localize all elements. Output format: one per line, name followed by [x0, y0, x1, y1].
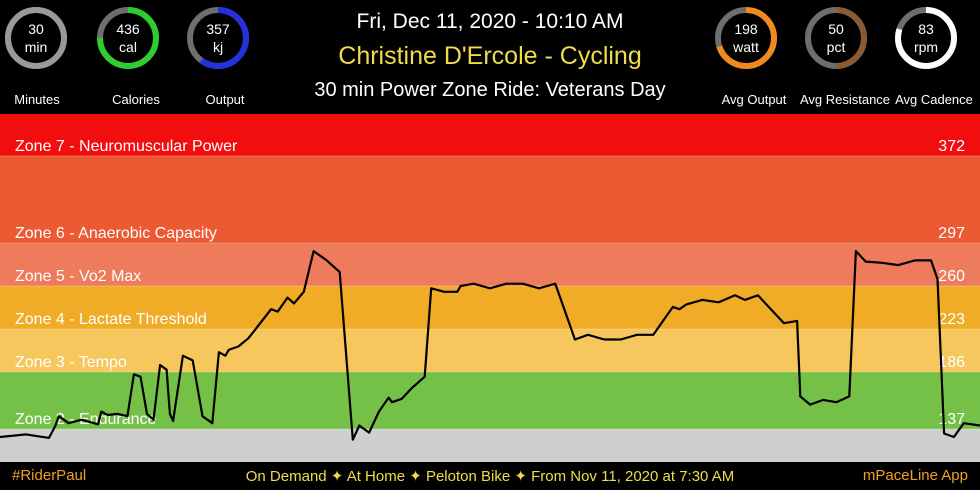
gauge-avg-cadence: 83 rpm: [894, 6, 958, 70]
gauge-label: Avg Output: [721, 92, 787, 107]
gauge-ring: [805, 7, 867, 69]
gauge-value: 83: [918, 21, 934, 37]
gauge-value: 436: [116, 21, 140, 37]
gauge-ring: [715, 7, 777, 69]
zone-threshold-value: 372: [938, 138, 965, 155]
zone-threshold-value: 260: [938, 268, 965, 285]
gauge-output: 357 kj: [186, 6, 250, 70]
gauge-unit: rpm: [913, 39, 939, 55]
gauge-value: 50: [828, 21, 844, 37]
class-title: 30 min Power Zone Ride: Veterans Day: [314, 79, 666, 101]
footer-app-name: mPaceLine App: [862, 467, 968, 484]
zone-threshold-value: 297: [938, 225, 965, 242]
gauge-value: 198: [734, 21, 758, 37]
gauge-ring: [895, 7, 957, 69]
zone-label: Zone 2 - Endurance: [15, 411, 157, 428]
gauge-avg-output: 198 watt: [714, 6, 778, 70]
zone-label: Zone 6 - Anaerobic Capacity: [15, 225, 217, 242]
gauge-label: Output: [205, 92, 245, 107]
zone-threshold-value: 223: [938, 311, 965, 328]
zone-band-zone-7: [0, 114, 980, 156]
zone-band-zone-4: [0, 286, 980, 329]
gauge-unit: cal: [119, 39, 137, 55]
gauge-value: 30: [28, 21, 44, 37]
power-chart-svg: Zone 2 - Endurance Zone 3 - Tempo Zone 4 -…: [0, 114, 980, 462]
zone-band-zone-3: [0, 329, 980, 372]
zone-threshold-value: 186: [938, 354, 965, 371]
gauge-label: Calories: [112, 92, 160, 107]
zone-label: Zone 7 - Neuromuscular Power: [15, 138, 238, 155]
gauge-label: Avg Cadence: [895, 92, 973, 107]
gauge-fill: [715, 7, 777, 69]
zone-label: Zone 5 - Vo2 Max: [15, 268, 141, 285]
gauge-label: Avg Resistance: [799, 92, 891, 107]
header: 30 min Minutes 436 cal Calories 357 kj Output 198…: [0, 0, 980, 114]
zone-band-zone-2: [0, 372, 980, 429]
gauge-ring: [187, 7, 249, 69]
gauge-fill: [805, 7, 867, 69]
gauge-ring: [97, 7, 159, 69]
instructor-title: Christine D'Ercole - Cycling: [338, 42, 642, 70]
zone-band-zone-1: [0, 429, 980, 462]
gauge-avg-resistance: 50 pct: [804, 6, 868, 70]
gauge-unit: min: [24, 39, 48, 55]
zone-band-zone-6: [0, 156, 980, 243]
gauge-value: 357: [206, 21, 230, 37]
footer-ride-info: On Demand ✦ At Home ✦ Peloton Bike ✦ Fro…: [245, 468, 735, 485]
gauge-fill: [895, 7, 957, 69]
zone-label: Zone 4 - Lactate Threshold: [15, 311, 207, 328]
gauge-fill: [187, 7, 249, 69]
zone-threshold-value: 137: [938, 411, 965, 428]
zone-band-zone-5: [0, 243, 980, 286]
workout-date: Fri, Dec 11, 2020 - 10:10 AM: [356, 10, 624, 33]
gauge-minutes: 30 min: [4, 6, 68, 70]
footer-rider-tag: #RiderPaul: [12, 467, 87, 484]
gauge-fill: [5, 7, 67, 69]
gauge-calories: 436 cal: [96, 6, 160, 70]
gauge-fill: [97, 7, 159, 69]
gauge-ring: [5, 7, 67, 69]
zone-label: Zone 3 - Tempo: [15, 354, 127, 371]
gauge-label: Minutes: [14, 92, 60, 107]
footer: #RiderPaul On Demand ✦ At Home ✦ Peloton…: [0, 462, 980, 490]
power-zone-chart: Zone 2 - Endurance Zone 3 - Tempo Zone 4 -…: [0, 114, 980, 462]
gauge-unit: pct: [826, 39, 846, 55]
gauge-unit: watt: [733, 39, 759, 55]
gauge-unit: kj: [212, 39, 224, 55]
power-output-line: [0, 250, 980, 441]
